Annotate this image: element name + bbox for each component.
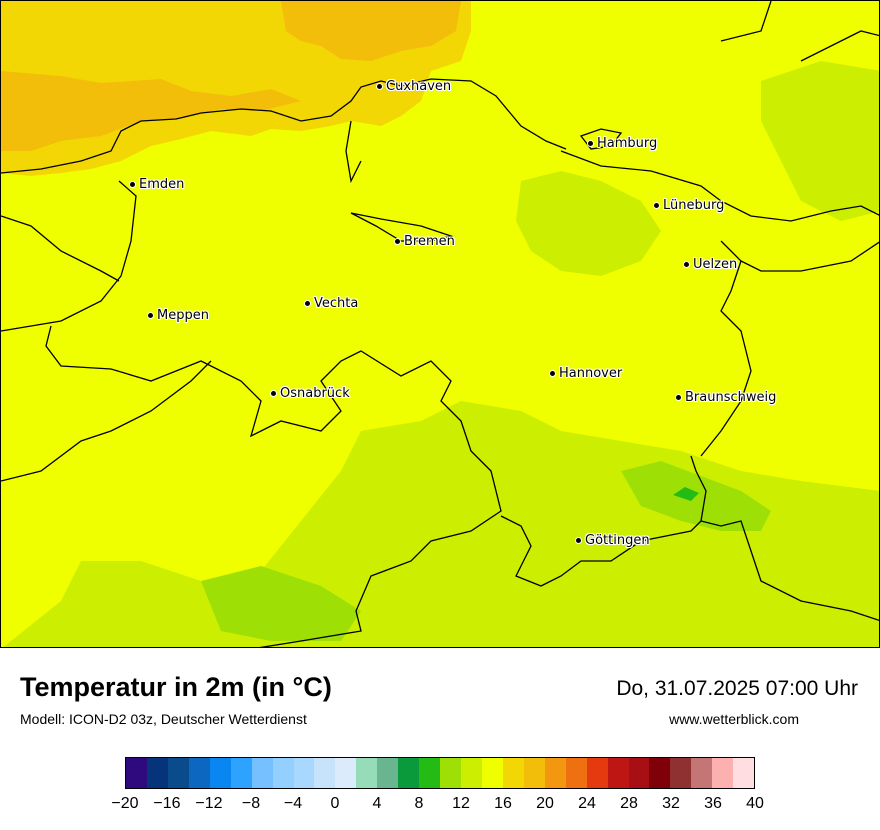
legend-swatch	[377, 758, 399, 788]
city-lueneburg: Lüneburg	[654, 198, 724, 213]
legend-swatch	[544, 758, 566, 788]
legend-swatch	[272, 758, 294, 788]
city-label: Emden	[139, 177, 185, 192]
legend-tick-label: 28	[620, 795, 638, 812]
legend-swatch	[565, 758, 587, 788]
city-osnabrueck: Osnabrück	[271, 386, 350, 401]
legend-swatch	[461, 758, 482, 788]
city-marker	[130, 182, 135, 187]
legend-swatch	[691, 758, 713, 788]
legend-swatch	[126, 758, 147, 788]
legend-tick-label: −4	[283, 795, 303, 812]
legend-tick-label: −12	[195, 795, 223, 812]
website-link[interactable]: www.wetterblick.com	[669, 711, 799, 727]
legend-tick-label: 0	[330, 795, 340, 812]
borders	[1, 1, 879, 647]
city-marker	[654, 203, 659, 208]
legend-tick-label: 12	[452, 795, 470, 812]
city-label: Vechta	[314, 296, 359, 311]
legend-swatch	[419, 758, 441, 788]
city-label: Göttingen	[585, 533, 650, 548]
model-info: Modell: ICON-D2 03z, Deutscher Wetterdie…	[20, 711, 307, 727]
legend-tick-label: 36	[704, 795, 722, 812]
legend-swatch	[649, 758, 671, 788]
temperature-map: Cuxhaven Hamburg Emden Lüneburg Bremen U…	[0, 0, 880, 648]
legend-swatch	[188, 758, 210, 788]
legend-swatch	[251, 758, 273, 788]
city-marker	[576, 538, 581, 543]
legend-swatch	[398, 758, 420, 788]
city-label: Hamburg	[597, 136, 658, 151]
city-bremen: Bremen	[395, 234, 455, 249]
city-marker	[676, 395, 681, 400]
legend-swatch	[523, 758, 545, 788]
cool-zone-southwest-2	[201, 566, 361, 641]
city-label: Braunschweig	[685, 390, 777, 405]
legend-swatch	[230, 758, 252, 788]
city-hamburg: Hamburg	[588, 136, 657, 151]
city-marker	[148, 313, 153, 318]
legend-swatch	[314, 758, 336, 788]
city-label: Uelzen	[693, 257, 738, 272]
city-label: Lüneburg	[663, 198, 725, 213]
legend-swatch	[335, 758, 357, 788]
city-emden: Emden	[130, 177, 184, 192]
city-label: Meppen	[157, 308, 209, 323]
legend-tick-label: −8	[241, 795, 261, 812]
forecast-datetime: Do, 31.07.2025 07:00 Uhr	[616, 677, 858, 700]
legend-tick-label: −16	[153, 795, 181, 812]
cool-zone-east	[516, 171, 661, 276]
cool-zone-northeast	[761, 61, 879, 221]
warm-zone-north	[281, 1, 461, 61]
city-marker	[305, 301, 310, 306]
city-marker	[395, 239, 400, 244]
legend-swatch	[607, 758, 629, 788]
city-uelzen: Uelzen	[684, 257, 737, 272]
city-braunschweig: Braunschweig	[676, 390, 776, 405]
city-meppen: Meppen	[148, 308, 209, 323]
legend-swatch	[356, 758, 378, 788]
color-legend	[125, 757, 755, 789]
legend-tick-label: 4	[372, 795, 382, 812]
city-cuxhaven: Cuxhaven	[377, 79, 451, 94]
city-label: Bremen	[404, 234, 455, 249]
city-label: Osnabrück	[280, 386, 350, 401]
legend-tick-label: 24	[578, 795, 596, 812]
city-marker	[550, 371, 555, 376]
legend-swatch	[293, 758, 315, 788]
city-marker	[588, 141, 593, 146]
legend-swatch	[481, 758, 503, 788]
city-vechta: Vechta	[305, 296, 358, 311]
legend-swatch	[440, 758, 461, 788]
city-label: Cuxhaven	[386, 79, 452, 94]
legend-swatch	[167, 758, 189, 788]
map-layers	[1, 1, 879, 647]
cool-zone-green-spot	[673, 487, 699, 501]
warm-zone-darker	[1, 71, 301, 151]
legend-tick-label: 8	[414, 795, 424, 812]
city-marker	[377, 84, 382, 89]
city-marker	[684, 262, 689, 267]
map-title: Temperatur in 2m (in °C)	[20, 672, 332, 702]
legend-swatch	[586, 758, 608, 788]
legend-swatch	[502, 758, 524, 788]
legend-swatch	[209, 758, 231, 788]
legend-swatch	[712, 758, 734, 788]
legend-tick-label: 20	[536, 795, 554, 812]
city-hannover: Hannover	[550, 366, 622, 381]
legend-tick-label: 40	[746, 795, 764, 812]
legend-swatch	[146, 758, 168, 788]
legend-swatch	[628, 758, 650, 788]
legend-tick-label: 32	[662, 795, 680, 812]
city-marker	[271, 391, 276, 396]
legend-swatch	[733, 758, 755, 788]
legend-ticks: −20 −16 −12 −8 −4 0 4 8 12 16 20 24 28 32 36 40	[111, 795, 763, 817]
legend-tick-label: −20	[111, 795, 139, 812]
city-goettingen: Göttingen	[576, 533, 650, 548]
legend-swatch	[670, 758, 692, 788]
city-label: Hannover	[559, 366, 623, 381]
legend-tick-label: 16	[494, 795, 512, 812]
